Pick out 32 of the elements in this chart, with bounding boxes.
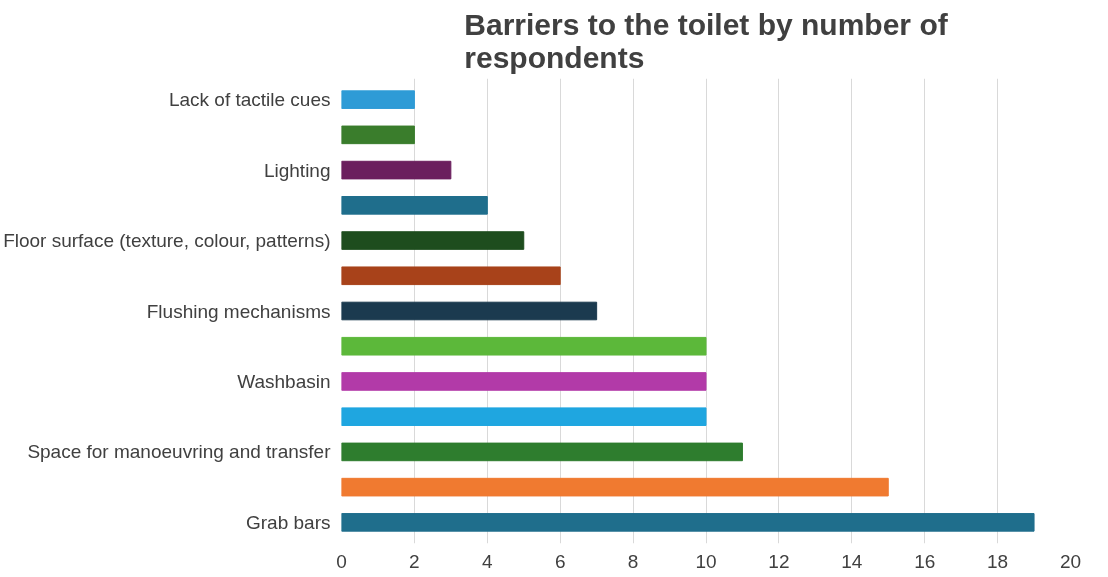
bar: [341, 442, 743, 462]
bar: [341, 301, 598, 321]
x-tick-label: 18: [987, 550, 1009, 572]
x-tick-label: 6: [554, 550, 566, 572]
x-tick-label: 2: [409, 550, 420, 572]
y-tick-label: Lighting: [263, 159, 331, 181]
y-tick-label: Grab bars: [246, 511, 331, 533]
bar: [341, 125, 415, 145]
x-tick-label: 16: [914, 550, 936, 572]
x-tick-label: 10: [695, 550, 717, 572]
bar: [341, 372, 707, 391]
bar: [341, 266, 561, 286]
y-tick-label: Floor surface (texture, colour, patterns): [3, 230, 331, 252]
y-tick-label: Flushing mechanisms: [146, 300, 331, 322]
x-tick-label: 12: [768, 550, 790, 572]
y-tick-label: Lack of tactile cues: [168, 89, 331, 111]
bar: [341, 231, 525, 250]
bar: [341, 513, 1035, 532]
y-tick-label: Space for manoeuvring and transfer: [27, 441, 332, 463]
x-tick-label: 14: [841, 550, 863, 572]
chart-title: Barriers to the toilet by number of respondents: [464, 7, 949, 74]
y-tick-label: Washbasin: [237, 370, 331, 392]
bar: [341, 336, 707, 356]
x-tick-label: 0: [336, 550, 347, 572]
x-tick-label: 4: [482, 550, 494, 572]
bar: [341, 407, 707, 426]
bar: [341, 160, 452, 180]
bar: [341, 477, 889, 497]
x-tick-label: 8: [627, 550, 639, 572]
bar: [341, 90, 415, 109]
x-tick-label: 20: [1059, 550, 1082, 572]
bar: [341, 196, 488, 215]
